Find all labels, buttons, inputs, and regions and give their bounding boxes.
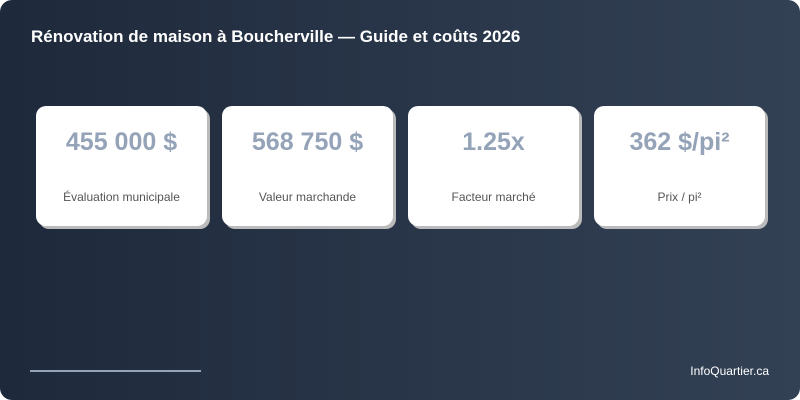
divider (30, 370, 201, 372)
page-title: Rénovation de maison à Boucherville — Gu… (31, 27, 521, 46)
stat-value: 362 $/pi² (629, 128, 730, 156)
stat-value: 455 000 $ (65, 128, 178, 156)
stat-value: 1.25x (462, 128, 525, 156)
stat-label: Valeur marchande (258, 190, 357, 204)
stat-card-market-value: 568 750 $ Valeur marchande (222, 106, 393, 226)
stat-card-market-factor: 1.25x Facteur marché (408, 106, 579, 226)
stat-value: 568 750 $ (251, 128, 364, 156)
stat-label: Évaluation municipale (63, 190, 180, 204)
brand-link: InfoQuartier.ca (690, 364, 769, 378)
stat-label: Facteur marché (451, 190, 536, 204)
stat-card-price-per-sqft: 362 $/pi² Prix / pi² (594, 106, 765, 226)
stat-card-evaluation: 455 000 $ Évaluation municipale (36, 106, 207, 226)
stat-label: Prix / pi² (657, 190, 702, 204)
